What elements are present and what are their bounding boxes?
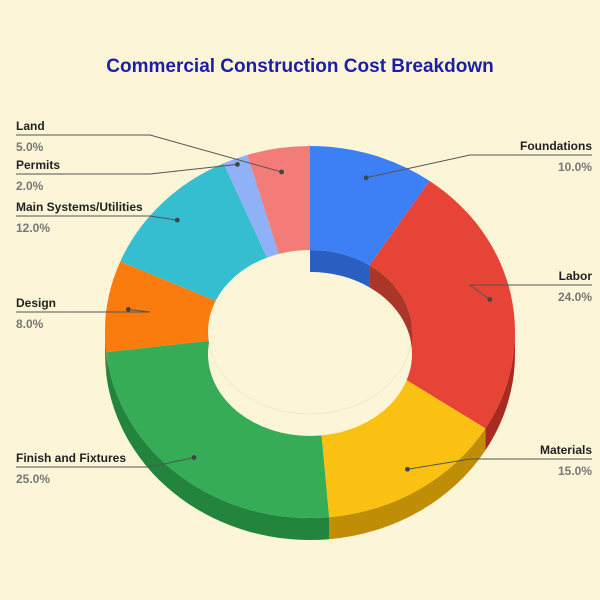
inner-wall-labor xyxy=(369,265,412,354)
label-design: Design xyxy=(16,296,56,310)
leader-dot-labor xyxy=(487,297,493,302)
leader-line-finish-and-fixtures xyxy=(16,457,195,468)
value-label-foundations: 10.0% xyxy=(558,160,592,174)
value-label-main-systems-utilities: 12.0% xyxy=(16,221,50,235)
label-labor: Labor xyxy=(559,269,593,283)
leader-dot-design xyxy=(125,306,131,312)
value-label-permits: 2.0% xyxy=(16,179,44,193)
label-permits: Permits xyxy=(16,158,60,172)
side-wall-design xyxy=(105,332,107,375)
donut-hole xyxy=(208,272,412,436)
slice-foundations xyxy=(310,146,430,266)
slice-main-systems-utilities xyxy=(120,163,267,301)
slice-finish-and-fixtures xyxy=(106,340,330,518)
leader-dot-finish-and-fixtures xyxy=(191,455,197,460)
value-label-land: 5.0% xyxy=(16,140,44,154)
leader-dot-land xyxy=(279,169,284,175)
label-foundations: Foundations xyxy=(520,139,592,153)
leader-dot-materials xyxy=(405,466,410,472)
leader-dot-permits xyxy=(235,161,240,167)
side-wall-labor xyxy=(485,332,515,451)
leader-line-land xyxy=(16,134,282,173)
slice-permits xyxy=(223,154,279,258)
value-label-finish-and-fixtures: 25.0% xyxy=(16,472,50,486)
leader-line-labor xyxy=(468,284,592,300)
value-label-design: 8.0% xyxy=(16,317,44,331)
leader-line-foundations xyxy=(366,154,592,179)
slice-design xyxy=(105,261,216,353)
hole-rim xyxy=(207,331,413,415)
inner-wall-foundations xyxy=(310,250,370,288)
inner-hole-walls xyxy=(310,250,412,354)
side-wall-finish-and-fixtures xyxy=(106,352,330,540)
leader-line-main-systems-utilities xyxy=(16,215,178,221)
slice-land xyxy=(247,146,310,254)
label-land: Land xyxy=(16,119,45,133)
outer-side-walls xyxy=(105,332,515,540)
leader-line-permits xyxy=(16,163,238,175)
label-finish-and-fixtures: Finish and Fixtures xyxy=(16,451,126,465)
chart-title: Commercial Construction Cost Breakdown xyxy=(106,56,494,77)
leader-line-materials xyxy=(407,458,592,470)
side-wall-materials xyxy=(329,428,486,540)
leader-dot-main-systems-utilities xyxy=(174,217,180,223)
label-materials: Materials xyxy=(540,443,592,457)
label-main-systems-utilities: Main Systems/Utilities xyxy=(16,200,143,214)
value-label-materials: 15.0% xyxy=(558,464,592,478)
leader-dot-foundations xyxy=(363,175,369,181)
labels: Foundations 10.0% Labor 24.0% Materials 15.0%… xyxy=(16,119,592,486)
leader-line-design xyxy=(16,308,151,313)
value-label-labor: 24.0% xyxy=(558,290,592,304)
donut-slices xyxy=(105,146,515,518)
